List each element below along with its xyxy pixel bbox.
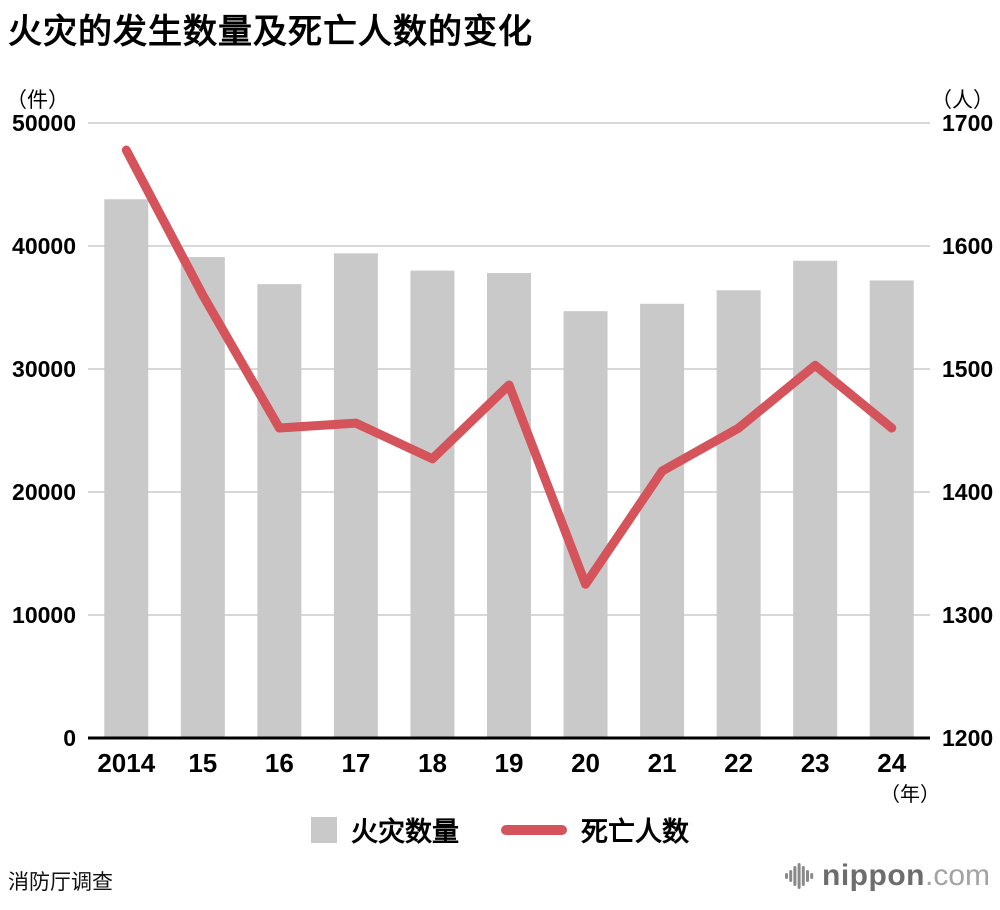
fires-bar — [180, 257, 225, 738]
left-y-tick-label: 0 — [63, 725, 76, 751]
deaths-line — [121, 145, 897, 589]
x-tick-label: 24 — [877, 748, 906, 778]
logo-bar — [797, 863, 801, 889]
fires-bar — [869, 280, 914, 738]
chart-legend: 火灾数量 死亡人数 — [0, 810, 1000, 849]
left-y-tick-label: 50000 — [12, 110, 76, 136]
x-tick-label: 17 — [341, 748, 370, 778]
legend-bar-swatch — [311, 816, 337, 843]
x-axis-unit: （年） — [880, 783, 940, 806]
x-tick-label: 19 — [495, 748, 524, 778]
right-y-tick-label: 1300 — [942, 602, 993, 628]
logo-tld: .com — [924, 859, 990, 892]
fires-bar — [333, 253, 378, 738]
left-y-tick-label: 10000 — [12, 602, 76, 628]
fires-bar — [257, 284, 302, 738]
right-y-tick-label: 1200 — [942, 725, 993, 751]
fires-bar — [793, 260, 838, 738]
fires-bar — [716, 290, 761, 738]
x-tick-label: 21 — [648, 748, 677, 778]
legend-line-swatch — [501, 824, 567, 835]
x-tick-label: 20 — [571, 748, 600, 778]
logo-bar — [785, 873, 789, 879]
fires-bar — [410, 270, 455, 738]
logo-bar — [793, 866, 797, 886]
chart-title: 火灾的发生数量及死亡人数的变化 — [8, 13, 533, 51]
source-note: 消防厅调查 — [8, 871, 113, 894]
fires-bar — [563, 311, 608, 738]
x-tick-label: 15 — [188, 748, 217, 778]
logo-name: nippon — [822, 859, 925, 892]
left-axis-unit: （件） — [6, 89, 69, 112]
x-tick-label: 22 — [724, 748, 753, 778]
nippon-logo: nippon.com — [783, 860, 990, 892]
right-y-tick-label: 1400 — [942, 479, 993, 505]
left-y-tick-label: 40000 — [12, 233, 76, 259]
fires-bar — [104, 199, 149, 738]
logo-bar — [810, 873, 814, 879]
x-tick-label: 16 — [265, 748, 294, 778]
left-y-tick-label: 30000 — [12, 356, 76, 382]
x-tick-label: 2014 — [97, 748, 155, 778]
right-y-tick-label: 1700 — [942, 110, 993, 136]
x-tick-label: 18 — [418, 748, 447, 778]
fires-deaths-chart: 0 1200 10000 1300 20000 1400 30000 1500 40000 160… — [12, 110, 993, 806]
right-y-tick-label: 1600 — [942, 233, 993, 259]
logo-bar — [801, 866, 805, 886]
legend-bar-label: 火灾数量 — [351, 817, 459, 847]
left-y-tick-label: 20000 — [12, 479, 76, 505]
logo-bar — [789, 870, 793, 882]
legend-line-label: 死亡人数 — [581, 817, 689, 847]
fires-bar — [640, 303, 685, 738]
logo-bar — [806, 870, 810, 882]
nippon-logo-icon — [785, 863, 814, 889]
x-tick-label: 23 — [801, 748, 830, 778]
right-axis-unit: （人） — [931, 89, 994, 112]
fires-bar — [487, 273, 531, 738]
right-y-tick-label: 1500 — [942, 356, 993, 382]
